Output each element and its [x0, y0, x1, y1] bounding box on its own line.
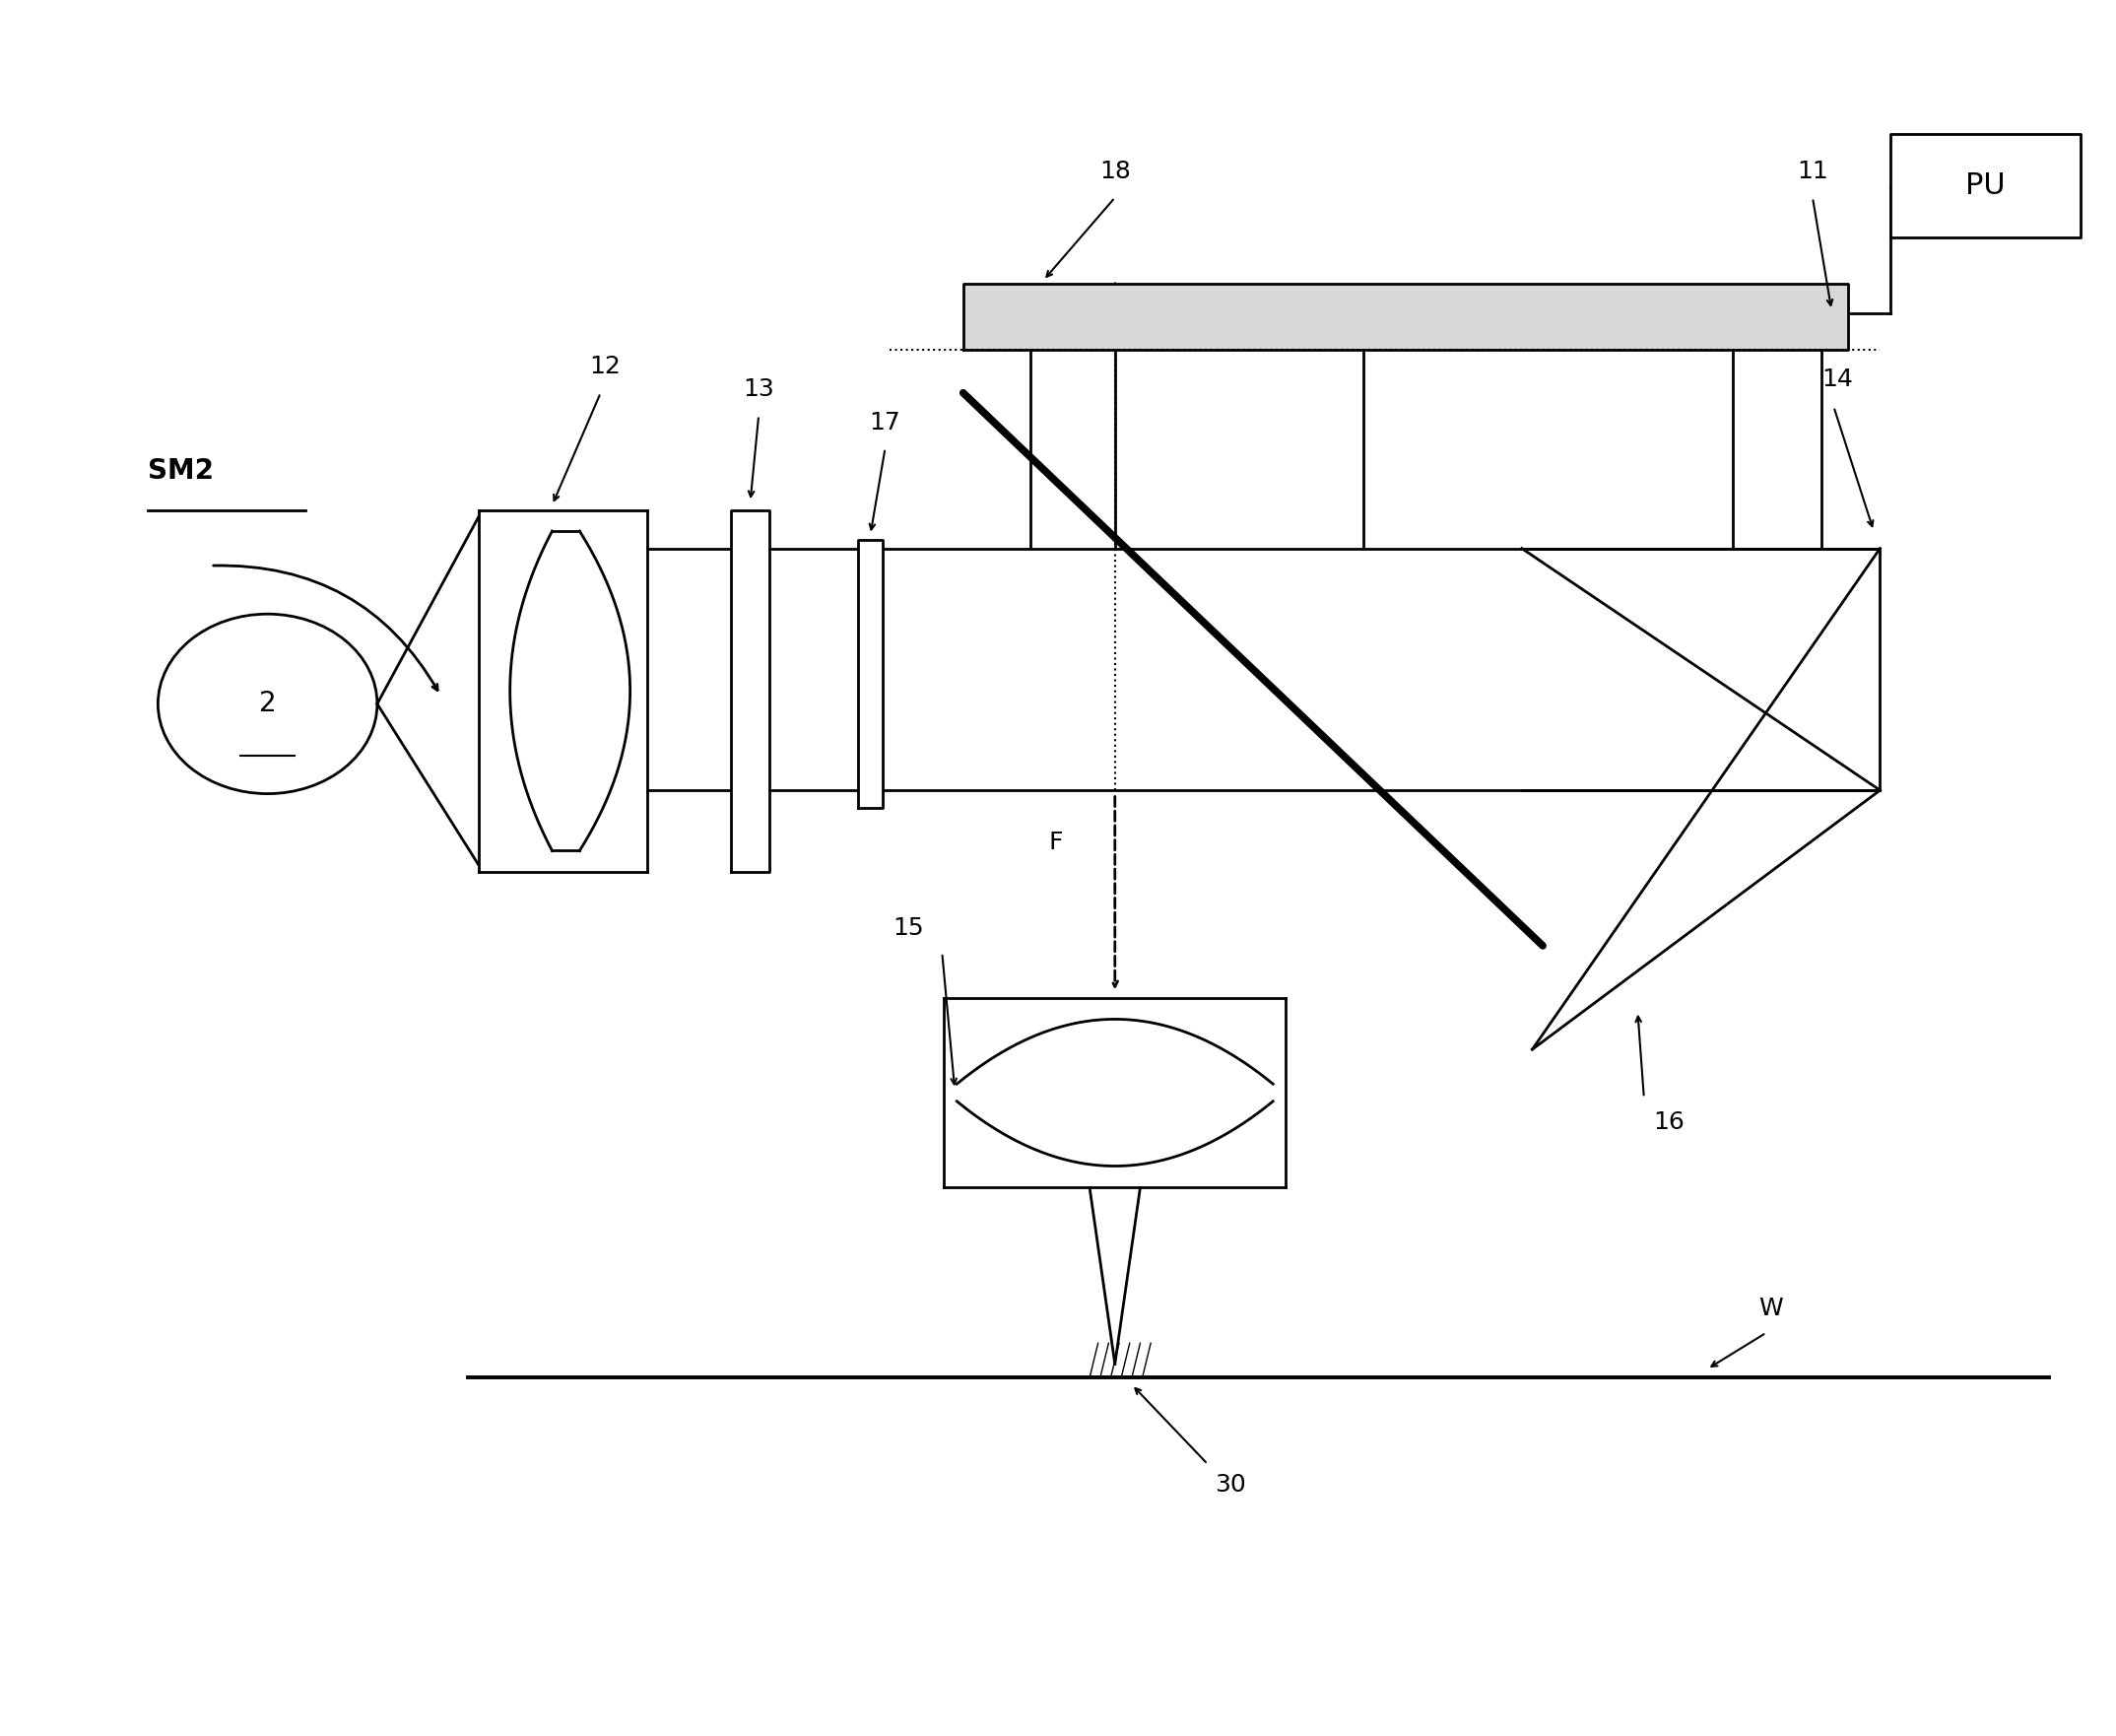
Text: W: W — [1758, 1297, 1782, 1321]
Text: 16: 16 — [1653, 1109, 1684, 1134]
Text: 15: 15 — [893, 917, 925, 941]
Polygon shape — [1890, 134, 2080, 238]
Text: 17: 17 — [870, 410, 901, 434]
Text: 11: 11 — [1796, 160, 1828, 184]
Polygon shape — [857, 540, 882, 807]
Text: 30: 30 — [1215, 1474, 1246, 1496]
Text: SM2: SM2 — [148, 457, 214, 484]
Text: 2: 2 — [258, 691, 277, 717]
Text: PU: PU — [1966, 172, 2006, 200]
Text: F: F — [1050, 830, 1062, 854]
Text: 14: 14 — [1822, 368, 1854, 391]
Polygon shape — [732, 510, 770, 871]
Text: 13: 13 — [743, 377, 774, 401]
Text: 12: 12 — [588, 356, 620, 378]
Text: 18: 18 — [1098, 160, 1130, 184]
Polygon shape — [963, 285, 1849, 349]
